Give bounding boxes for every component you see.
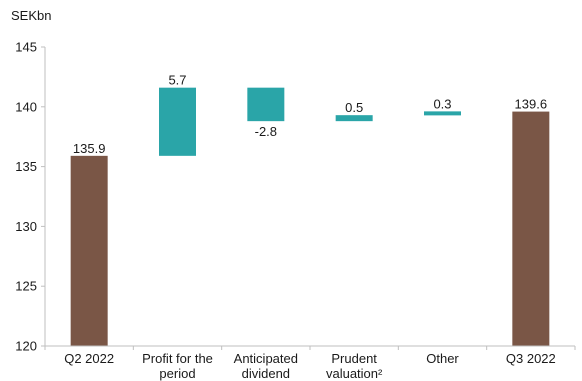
y-tick-label: 125 [15, 279, 37, 294]
x-tick-label-line: Profit for the [142, 351, 213, 366]
change-bar [247, 87, 285, 122]
x-tick-label-line: Other [426, 351, 459, 366]
data-label: 0.5 [345, 100, 363, 115]
y-tick-label: 140 [15, 99, 37, 114]
data-label: 0.3 [433, 96, 451, 111]
x-tick-label-line: Prudent [331, 351, 377, 366]
y-tick-label: 120 [15, 339, 37, 354]
x-tick-label-line: Q3 2022 [506, 351, 556, 366]
unit-label: SEKbn [11, 8, 52, 23]
x-tick-label: Q2 2022 [64, 351, 114, 366]
x-tick-label: Profit for the period [142, 351, 213, 381]
bars: 135.9 5.7 -2.8 0.5 0.3 139.6 [70, 73, 550, 346]
x-tick-label-line: Q2 2022 [64, 351, 114, 366]
total-bar [70, 155, 108, 346]
x-tick-label: Anticipated dividend [234, 351, 298, 381]
total-bar [512, 111, 550, 346]
y-tick-label: 135 [15, 159, 37, 174]
x-tick-label: Other [426, 351, 459, 366]
x-tick-label-line: period [159, 366, 195, 381]
x-tick-label: Q3 2022 [506, 351, 556, 366]
y-tick-label: 145 [15, 40, 37, 55]
x-tick-label-line: Anticipated [234, 351, 298, 366]
change-bar [424, 111, 461, 116]
y-tick-label: 130 [15, 219, 37, 234]
data-label: 135.9 [73, 141, 106, 156]
data-label: -2.8 [255, 124, 277, 139]
x-tick-label: Prudent valuation² [326, 351, 383, 381]
x-tick-label-line: dividend [242, 366, 290, 381]
y-axis: 120 125 130 135 140 145 [15, 40, 46, 354]
data-label: 5.7 [168, 73, 186, 88]
x-axis: Q2 2022 Profit for the period Anticipated di… [44, 345, 576, 381]
x-tick-label-line: valuation² [326, 366, 383, 381]
change-bar [159, 87, 196, 156]
change-bar [335, 115, 373, 122]
data-label: 139.6 [515, 97, 548, 112]
